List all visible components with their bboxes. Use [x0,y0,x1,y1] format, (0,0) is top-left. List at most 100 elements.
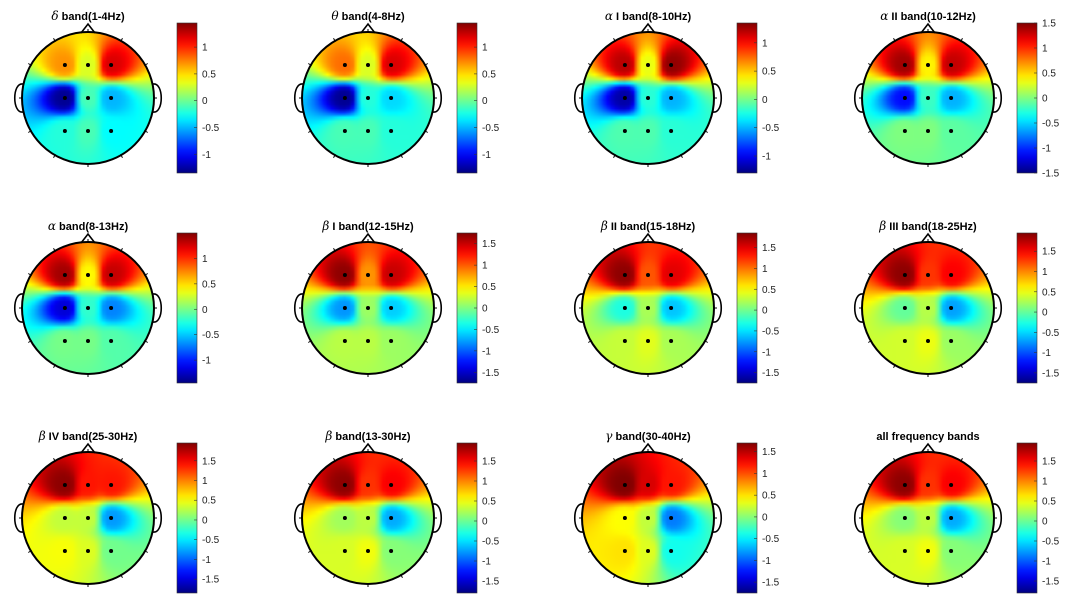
rim-tick [704,273,709,276]
colorbar [1016,442,1038,594]
topoplot-panel: β IV band(25-30Hz) -1.5 -1 -0.5 0 0.5 1 1.5 [13,429,220,594]
nose [360,442,376,454]
title-symbol: β [38,429,46,443]
colorbar-tick-label: 1 [202,254,208,265]
electrode-dot [62,273,67,277]
rim-tick [144,63,149,66]
colorbar-tick-label: -1 [482,557,491,568]
rim-tick [984,63,989,66]
left-ear [573,503,584,533]
electrode-dot [646,96,650,100]
electrode-dot [62,306,67,310]
rim-tick [893,37,896,42]
colorbar-tick-label: -1.5 [1042,368,1060,379]
panel-title: β III band(18-25Hz) [878,219,977,233]
colorbar-tick-label: 1 [762,469,768,480]
topoplot-panel: all frequency bands -1.5 -1 -0.5 0 0.5 1 1.5 [853,431,1060,594]
electrode-dot [669,339,674,343]
colorbar-tick-label: -1 [202,356,211,367]
colorbar-tick-label: -1 [762,556,771,567]
electrode-dot [389,549,394,553]
rim-tick [704,130,709,133]
right-ear [432,293,443,323]
rim-tick [613,364,616,369]
colorbar-tick-label: 0 [482,304,488,315]
electrode-dot [62,63,67,67]
electrode-dot [109,129,114,133]
rim-tick [144,273,149,276]
topoplot-panel: δ band(1-4Hz) -1 -0.5 0 0.5 1 [13,9,220,174]
colorbar-tick-label: -0.5 [1042,328,1060,339]
right-ear [712,293,723,323]
electrode-dot [366,129,370,133]
nose [360,22,376,34]
electrode-dot [949,306,954,310]
electrode-dot [926,516,930,520]
right-ear [712,503,723,533]
panel-title: β II band(15-18Hz) [600,219,696,233]
rim-tick [984,340,989,343]
electrode-dot [902,306,907,310]
electrode-dot [902,129,907,133]
rim-tick [333,574,336,579]
rim-tick [680,154,683,159]
electrode-dot [669,306,674,310]
title-symbol: β [600,219,608,233]
rim-tick [400,574,403,579]
title-symbol: α [880,9,888,23]
electrode-dot [366,306,370,310]
title-text: all frequency bands [876,431,979,443]
electrode-dot [86,96,90,100]
electrode-dot [366,96,370,100]
colorbar-tick-label: -1 [762,347,771,358]
right-ear [152,83,163,113]
colorbar-tick-label: 0 [762,95,768,106]
rim-tick [960,364,963,369]
left-ear [293,503,304,533]
colorbar [176,442,198,594]
rim-tick [144,483,149,486]
rim-tick [587,63,592,66]
rim-tick [53,37,56,42]
rim-tick [27,550,32,553]
title-symbol: δ [51,9,58,23]
colorbar-tick-label: 0.5 [202,279,216,290]
colorbar [456,22,478,174]
electrode-dot [86,63,90,67]
colorbar-tick-label: 1.5 [1042,457,1056,468]
colorbar-tick-label: 1 [762,264,768,275]
electrode-dot [926,63,930,67]
rim-tick [613,574,616,579]
colorbar-tick-label: 1.5 [762,447,776,458]
rim-tick [704,483,709,486]
electrode-dot [622,63,627,67]
electrode-dot [902,273,907,277]
colorbar-tick-label: 0 [482,96,488,107]
rim-tick [893,574,896,579]
rim-tick [27,273,32,276]
title-text: band(1-4Hz) [59,11,125,23]
colorbar [176,22,198,174]
electrode-dot [342,339,347,343]
electrode-dot [902,516,907,520]
electrode-dot [622,516,627,520]
right-ear [712,83,723,113]
colorbar-tick-label: -0.5 [482,537,500,548]
electrode-dot [62,516,67,520]
colorbar-tick-label: 1 [762,38,768,49]
rim-tick [424,340,429,343]
colorbar-tick-label: 0.5 [762,285,776,296]
nose [640,232,656,244]
panel-title: γ band(30-40Hz) [605,429,691,443]
rim-tick [867,130,872,133]
rim-tick [307,550,312,553]
rim-tick [587,550,592,553]
colorbar-tick-label: 0.5 [202,496,216,507]
rim-tick [333,154,336,159]
electrode-dot [86,549,90,553]
rim-tick [984,483,989,486]
rim-tick [120,574,123,579]
electrode-dot [62,96,67,100]
rim-tick [867,63,872,66]
left-ear [573,83,584,113]
